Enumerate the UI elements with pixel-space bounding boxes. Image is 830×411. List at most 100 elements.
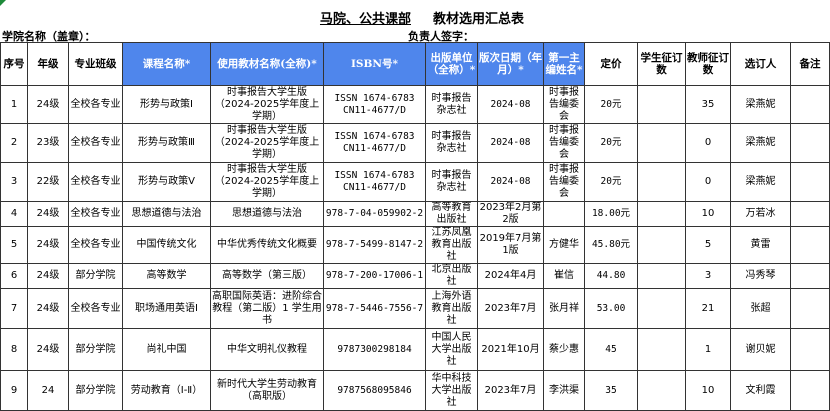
column-header[interactable]: 第一主编姓名* [543, 42, 585, 86]
table-cell[interactable]: 劳动教育（Ⅰ-Ⅱ） [122, 370, 211, 411]
table-cell[interactable]: 时事报告大学生版（2024-2025学年度上学期） [210, 162, 324, 202]
table-cell[interactable] [637, 162, 686, 202]
table-cell[interactable]: 2021年10月 [477, 328, 544, 371]
table-cell[interactable]: 李洪渠 [543, 370, 585, 411]
table-cell[interactable]: 中国人民大学出版社 [425, 328, 478, 371]
table-cell[interactable]: 思想道德与法治 [122, 201, 211, 227]
table-cell[interactable]: 2023年2月第2版 [477, 201, 544, 227]
table-cell[interactable] [637, 123, 686, 163]
table-cell[interactable]: 45 [584, 328, 638, 371]
table-cell[interactable] [790, 85, 830, 124]
table-cell[interactable]: 24级 [27, 201, 69, 227]
table-cell[interactable] [637, 201, 686, 227]
column-header[interactable]: 使用教材名称(全称)* [210, 42, 324, 86]
table-cell[interactable]: 24级 [27, 288, 69, 329]
table-cell[interactable]: 2 [0, 123, 28, 163]
table-cell[interactable] [790, 201, 830, 227]
table-cell[interactable]: 黄雷 [730, 226, 791, 264]
table-cell[interactable]: 4 [0, 201, 28, 227]
table-cell[interactable]: 部分学院 [68, 370, 123, 411]
table-cell[interactable]: 5 [0, 226, 28, 264]
table-cell[interactable]: 9787568095846 [323, 370, 426, 411]
table-cell[interactable]: 万若冰 [730, 201, 791, 227]
table-cell[interactable]: 24 [27, 370, 69, 411]
column-header[interactable]: 专业班级 [68, 42, 123, 86]
table-cell[interactable]: 梁燕妮 [730, 123, 791, 163]
table-cell[interactable]: 梁燕妮 [730, 85, 791, 124]
table-cell[interactable]: 45.80元 [584, 226, 638, 264]
table-cell[interactable]: 全校各专业 [68, 226, 123, 264]
table-cell[interactable]: 冯秀琴 [730, 263, 791, 289]
table-cell[interactable]: 时事报告杂志社 [425, 162, 478, 202]
table-cell[interactable]: 1 [0, 85, 28, 124]
table-cell[interactable] [637, 288, 686, 329]
table-cell[interactable]: 上海外语教育出版社 [425, 288, 478, 329]
table-cell[interactable]: 张超 [730, 288, 791, 329]
table-cell[interactable]: 44.80 [584, 263, 638, 289]
table-cell[interactable]: 文利霞 [730, 370, 791, 411]
table-cell[interactable]: 形势与政策Ⅲ [122, 123, 211, 163]
table-cell[interactable]: 23级 [27, 123, 69, 163]
table-cell[interactable] [790, 328, 830, 371]
table-cell[interactable]: 2019年7月第1版 [477, 226, 544, 264]
table-cell[interactable]: 22级 [27, 162, 69, 202]
table-cell[interactable]: ISSN 1674-6783 CN11-4677/D [323, 85, 426, 124]
table-cell[interactable]: 21 [685, 288, 731, 329]
table-cell[interactable]: 时事报告杂志社 [425, 123, 478, 163]
table-cell[interactable]: 高职国际英语：进阶综合教程（第二版）1 学生用书 [210, 288, 324, 329]
table-cell[interactable]: 时事报告编委会 [543, 162, 585, 202]
table-cell[interactable] [637, 85, 686, 124]
table-cell[interactable]: 2023年7月 [477, 370, 544, 411]
table-cell[interactable]: 职场通用英语I [122, 288, 211, 329]
table-cell[interactable]: 20元 [584, 123, 638, 163]
table-cell[interactable] [790, 162, 830, 202]
table-cell[interactable]: 2024-08 [477, 162, 544, 202]
table-cell[interactable]: 时事报告编委会 [543, 85, 585, 124]
table-cell[interactable]: 全校各专业 [68, 201, 123, 227]
table-cell[interactable]: 6 [0, 263, 28, 289]
table-cell[interactable]: 中华优秀传统文化概要 [210, 226, 324, 264]
table-cell[interactable]: 978-7-04-059902-2 [323, 201, 426, 227]
table-cell[interactable]: 20元 [584, 85, 638, 124]
table-cell[interactable]: 0 [685, 162, 731, 202]
table-cell[interactable]: 3 [685, 263, 731, 289]
table-cell[interactable]: ISSN 1674-6783 CN11-4677/D [323, 123, 426, 163]
table-cell[interactable]: 18.00元 [584, 201, 638, 227]
table-cell[interactable]: 0 [685, 123, 731, 163]
column-header[interactable]: 出版单位（全称）* [425, 42, 478, 86]
table-cell[interactable]: ISSN 1674-6783 CN11-4677/D [323, 162, 426, 202]
table-cell[interactable] [790, 123, 830, 163]
column-header[interactable]: 定价 [584, 42, 638, 86]
table-cell[interactable]: 全校各专业 [68, 288, 123, 329]
table-cell[interactable]: 53.00 [584, 288, 638, 329]
table-cell[interactable]: 5 [685, 226, 731, 264]
column-header[interactable]: 版次日期（年月）* [477, 42, 544, 86]
table-cell[interactable] [790, 288, 830, 329]
table-cell[interactable]: 新时代大学生劳动教育（高职版） [210, 370, 324, 411]
table-cell[interactable]: 形势与政策Ⅴ [122, 162, 211, 202]
column-header[interactable]: ISBN号* [323, 42, 426, 86]
table-cell[interactable]: 中国传统文化 [122, 226, 211, 264]
table-cell[interactable]: 部分学院 [68, 328, 123, 371]
table-cell[interactable]: 1 [685, 328, 731, 371]
table-cell[interactable]: 8 [0, 328, 28, 371]
table-cell[interactable]: 形势与政策Ⅰ [122, 85, 211, 124]
table-cell[interactable]: 10 [685, 201, 731, 227]
table-cell[interactable]: 部分学院 [68, 263, 123, 289]
table-cell[interactable]: 高等教育出版社 [425, 201, 478, 227]
table-cell[interactable] [637, 328, 686, 371]
table-cell[interactable]: 20元 [584, 162, 638, 202]
table-cell[interactable] [637, 370, 686, 411]
table-cell[interactable]: 2024-08 [477, 123, 544, 163]
table-cell[interactable]: 10 [685, 370, 731, 411]
table-cell[interactable]: 时事报告杂志社 [425, 85, 478, 124]
column-header[interactable]: 教师征订数 [685, 42, 731, 86]
table-cell[interactable] [790, 263, 830, 289]
table-cell[interactable] [790, 370, 830, 411]
table-cell[interactable]: 24级 [27, 328, 69, 371]
table-cell[interactable]: 时事报告编委会 [543, 123, 585, 163]
table-cell[interactable]: 9 [0, 370, 28, 411]
table-cell[interactable]: 7 [0, 288, 28, 329]
table-cell[interactable]: 高等数学（第三版） [210, 263, 324, 289]
table-cell[interactable]: 9787300298184 [323, 328, 426, 371]
